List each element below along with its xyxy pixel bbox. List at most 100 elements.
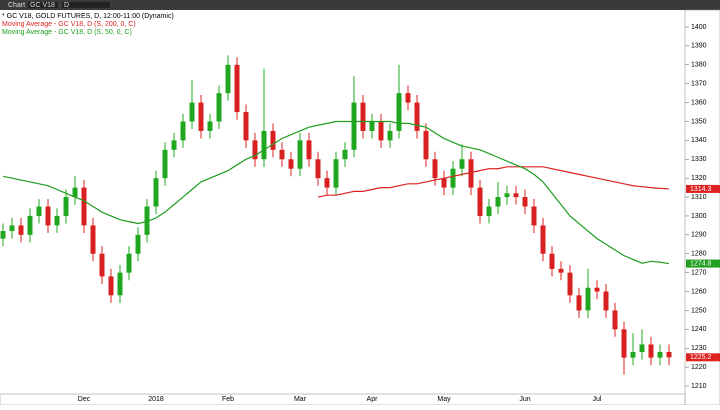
candle-body: [180, 121, 186, 141]
candle-body: [459, 159, 465, 169]
candle-body: [666, 351, 672, 358]
price-marker-label: 1225.2: [690, 354, 712, 361]
y-tick-label: 1250: [691, 307, 707, 314]
x-tick-label: Feb: [222, 396, 234, 403]
candle-body: [63, 197, 69, 216]
y-tick-label: 1300: [691, 213, 707, 220]
candle-body: [612, 310, 618, 330]
price-marker: [686, 184, 720, 193]
candle-body: [207, 121, 213, 131]
candle-body: [225, 64, 231, 94]
candle-body: [162, 149, 168, 179]
x-tick-label: 2018: [148, 396, 164, 403]
candle-body: [342, 149, 348, 160]
moving-average-line: [2, 120, 670, 265]
plot-area: [0, 10, 685, 394]
toolbar-item[interactable]: GC V18: [30, 2, 55, 9]
candle-body: [252, 140, 258, 160]
y-tick-label: 1380: [691, 62, 707, 69]
legend-entry: Moving Average - GC V18, D (S, 50, 0, C): [2, 29, 132, 36]
candle-body: [243, 112, 249, 141]
candle-body: [441, 178, 447, 188]
candle-body: [513, 193, 519, 198]
candle-body: [504, 193, 510, 198]
y-tick-label: 1370: [691, 81, 707, 88]
symbol-box[interactable]: [28, 2, 58, 8]
candle-body: [45, 206, 51, 226]
candle-body: [594, 287, 600, 292]
candle-body: [99, 253, 105, 277]
candle-body: [630, 351, 636, 358]
candle-body: [189, 102, 195, 122]
y-tick-label: 1330: [691, 156, 707, 163]
candle-body: [216, 93, 222, 122]
price-marker-label: 1274.8: [690, 260, 712, 267]
y-tick-label: 1210: [691, 383, 707, 390]
x-tick-label: Apr: [367, 396, 379, 403]
time-axis: [0, 393, 686, 406]
candle-body: [522, 197, 528, 207]
candle-body: [495, 197, 501, 207]
interval-box[interactable]: [62, 2, 110, 8]
candle-body: [387, 130, 393, 141]
candle-body: [432, 159, 438, 179]
y-tick-label: 1260: [691, 288, 707, 295]
candle-body: [117, 272, 123, 296]
candle-body: [144, 206, 150, 235]
y-tick-label: 1350: [691, 118, 707, 125]
candle-body: [54, 215, 60, 226]
candle-body: [198, 102, 204, 131]
candle-body: [549, 253, 555, 269]
y-tick-label: 1290: [691, 232, 707, 239]
candle-body: [171, 140, 177, 150]
candle-body: [378, 121, 384, 141]
price-marker-label: 1314.3: [690, 186, 712, 193]
candle-body: [0, 231, 6, 239]
candle-body: [108, 276, 114, 296]
candle-body: [135, 234, 141, 254]
y-tick-label: 1320: [691, 175, 707, 182]
candle-body: [540, 225, 546, 254]
candle-body: [333, 159, 339, 188]
candle-body: [297, 140, 303, 169]
candle-body: [414, 102, 420, 131]
candle-body: [18, 225, 24, 235]
candle-body: [585, 287, 591, 311]
y-tick-label: 1240: [691, 326, 707, 333]
candle-body: [261, 130, 267, 160]
candle-body: [531, 206, 537, 226]
x-tick-label: Jun: [519, 396, 530, 403]
candle-body: [81, 187, 87, 226]
y-tick-label: 1230: [691, 345, 707, 352]
y-tick-label: 1360: [691, 99, 707, 106]
y-tick-label: 1400: [691, 24, 707, 31]
candle-body: [657, 351, 663, 358]
candle-body: [279, 149, 285, 160]
candle-body: [639, 344, 645, 352]
candle-body: [369, 121, 375, 131]
y-tick-label: 1280: [691, 251, 707, 258]
candle-body: [477, 187, 483, 216]
candle-body: [315, 159, 321, 179]
candle-body: [567, 272, 573, 296]
toolbar: [0, 0, 720, 10]
price-axis: [684, 9, 720, 406]
candle-body: [486, 206, 492, 216]
candle-body: [72, 187, 78, 198]
candle-body: [288, 159, 294, 169]
candle-body: [360, 102, 366, 131]
candle-body: [270, 130, 276, 150]
candle-body: [234, 64, 240, 113]
toolbar-item[interactable]: D: [64, 2, 69, 9]
y-tick-label: 1270: [691, 269, 707, 276]
legend-entry: Moving Average - GC V18, D (S, 200, 0, C…: [2, 21, 136, 28]
candle-body: [621, 329, 627, 358]
candle-body: [405, 93, 411, 103]
toolbar-item[interactable]: Chart: [8, 2, 25, 9]
candle-body: [423, 130, 429, 160]
candle-body: [558, 268, 564, 273]
candle-body: [90, 225, 96, 254]
candle-body: [603, 291, 609, 311]
candle-body: [153, 178, 159, 207]
